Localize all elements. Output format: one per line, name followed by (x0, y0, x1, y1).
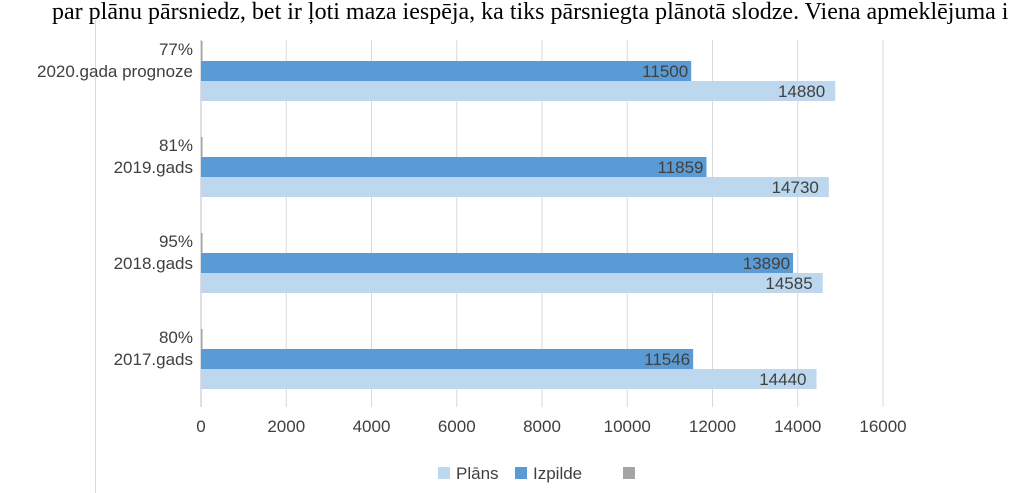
pct-label-2: 95% (159, 232, 193, 251)
category-label-1: 2019.gads (114, 158, 193, 177)
x-tick-label-6000: 6000 (438, 417, 476, 436)
bar-plans-2 (201, 273, 823, 293)
data-label-izpilde-0: 11500 (642, 62, 688, 81)
x-tick-label-8000: 8000 (523, 417, 561, 436)
category-label-3: 2017.gads (114, 350, 193, 369)
pct-label-0: 77% (159, 40, 193, 59)
x-tick-label-14000: 14000 (774, 417, 821, 436)
bar-plans-3 (201, 369, 817, 389)
bar-izpilde-2 (201, 253, 794, 273)
pct-label-3: 80% (159, 328, 193, 347)
legend-label-izpilde: Izpilde (533, 464, 582, 483)
category-label-0: 2020.gada prognoze (37, 62, 193, 81)
x-tick-label-2000: 2000 (267, 417, 305, 436)
category-label-2: 2018.gads (114, 254, 193, 273)
top-caption: par plānu pārsniedz, bet ir ļoti maza ie… (52, 0, 1009, 25)
labels: 0 2000 4000 6000 8000 10000 12000 14000 16000 77%… (37, 40, 907, 436)
legend-swatch-izpilde (515, 467, 527, 479)
x-tick-label-10000: 10000 (604, 417, 651, 436)
legend-label-plans: Plāns (456, 464, 499, 483)
pct-label-1: 81% (159, 136, 193, 155)
bars (201, 41, 836, 389)
data-label-izpilde-2: 13890 (743, 254, 790, 273)
data-label-izpilde-1: 11859 (657, 158, 703, 177)
data-label-plans-0: 14880 (778, 82, 825, 101)
x-tick-label-4000: 4000 (353, 417, 391, 436)
bar-izpilde-3 (201, 349, 694, 369)
bar-pct-1 (201, 137, 203, 157)
data-label-plans-2: 14585 (765, 274, 812, 293)
data-label-plans-1: 14730 (772, 178, 819, 197)
bar-plans-0 (201, 81, 836, 101)
bar-izpilde-1 (201, 157, 707, 177)
legend: Plāns Izpilde (438, 464, 635, 483)
x-tick-label-16000: 16000 (859, 417, 906, 436)
bar-izpilde-0 (201, 61, 692, 81)
data-label-izpilde-3: 11546 (644, 350, 690, 369)
bar-pct-2 (201, 233, 203, 253)
x-tick-label-12000: 12000 (689, 417, 736, 436)
bar-pct-3 (201, 329, 203, 349)
data-label-plans-3: 14440 (759, 370, 806, 389)
bar-plans-1 (201, 177, 829, 197)
x-tick-label-0: 0 (196, 417, 205, 436)
legend-swatch-series3 (623, 467, 635, 479)
legend-swatch-plans (438, 467, 450, 479)
bar-pct-0 (201, 41, 203, 61)
